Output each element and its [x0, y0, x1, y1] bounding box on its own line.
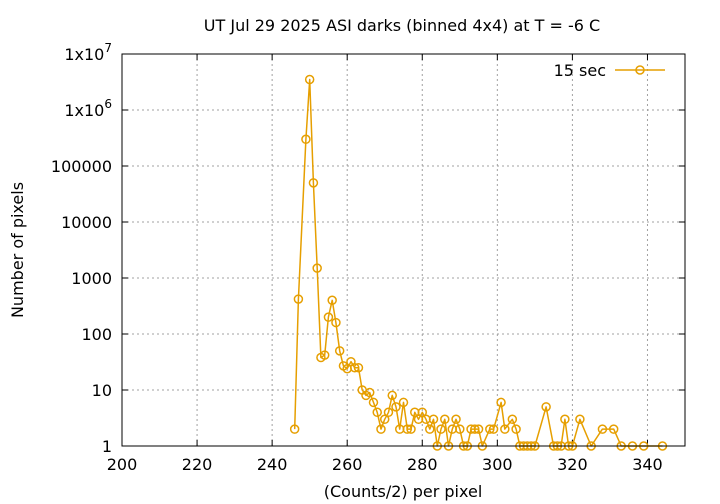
data-series — [289, 74, 668, 451]
data-point — [334, 346, 345, 356]
data-point — [323, 312, 334, 322]
legend: 15 sec — [554, 61, 665, 80]
data-point — [417, 407, 428, 418]
data-point — [425, 424, 435, 434]
y-tick-label: 100000 — [51, 157, 112, 176]
x-tick-label: 280 — [407, 455, 438, 474]
x-tick-label: 340 — [632, 455, 663, 474]
data-point — [379, 414, 390, 425]
y-tick-label: 100 — [81, 325, 112, 344]
data-point — [376, 424, 386, 434]
y-tick-label: 1x106 — [64, 97, 112, 120]
data-point — [406, 424, 416, 434]
data-point — [541, 402, 551, 412]
data-point — [507, 414, 518, 425]
y-tick-label: 1x107 — [64, 41, 112, 64]
y-tick-label: 10000 — [61, 213, 112, 232]
data-point — [327, 295, 337, 306]
data-point — [364, 387, 375, 398]
data-point — [319, 350, 330, 360]
axes: 200 220 240 260 280 300 320 340 1 10 100 1000 10000 1… — [51, 41, 685, 474]
y-tick-label: 1 — [102, 437, 112, 456]
x-tick-label: 320 — [557, 455, 588, 474]
data-point — [470, 424, 480, 434]
y-tick-label: 1000 — [71, 269, 112, 288]
data-point — [289, 424, 300, 434]
data-point — [368, 397, 379, 408]
legend-label: 15 sec — [554, 61, 606, 80]
data-point — [353, 362, 364, 373]
data-point — [511, 424, 521, 434]
data-point — [301, 134, 311, 145]
data-point — [387, 390, 397, 401]
data-point — [383, 407, 394, 418]
y-axis-label: Number of pixels — [8, 182, 27, 318]
x-tick-label: 240 — [257, 455, 288, 474]
data-point — [500, 424, 510, 434]
data-point — [331, 317, 341, 328]
grid-lines — [121, 53, 685, 447]
x-tick-label: 260 — [332, 455, 363, 474]
chart-title: UT Jul 29 2025 ASI darks (binned 4x4) at… — [204, 16, 600, 35]
data-point — [488, 424, 499, 434]
y-tick-label: 10 — [92, 381, 112, 400]
data-point — [391, 402, 401, 412]
x-tick-label: 200 — [107, 455, 138, 474]
data-point — [436, 424, 446, 434]
plot-frame — [121, 53, 686, 447]
data-point — [560, 414, 570, 425]
data-point — [451, 414, 461, 425]
legend-marker-sample — [635, 65, 645, 75]
x-tick-label: 220 — [182, 455, 213, 474]
data-point — [455, 424, 465, 434]
series-line — [293, 78, 663, 447]
data-point — [473, 424, 484, 434]
data-point — [293, 294, 304, 304]
data-point — [372, 407, 382, 418]
data-point — [304, 74, 315, 85]
data-point — [308, 178, 319, 188]
data-point — [312, 263, 322, 273]
data-point — [485, 424, 495, 434]
data-point — [608, 424, 619, 434]
data-point — [597, 424, 608, 434]
data-point — [398, 397, 409, 408]
data-point — [428, 414, 439, 425]
data-point — [496, 397, 506, 408]
x-axis-label: (Counts/2) per pixel — [324, 482, 483, 501]
data-point — [402, 424, 413, 434]
x-tick-label: 300 — [482, 455, 513, 474]
data-point — [440, 414, 450, 425]
data-point — [575, 414, 585, 425]
data-point — [349, 362, 360, 373]
